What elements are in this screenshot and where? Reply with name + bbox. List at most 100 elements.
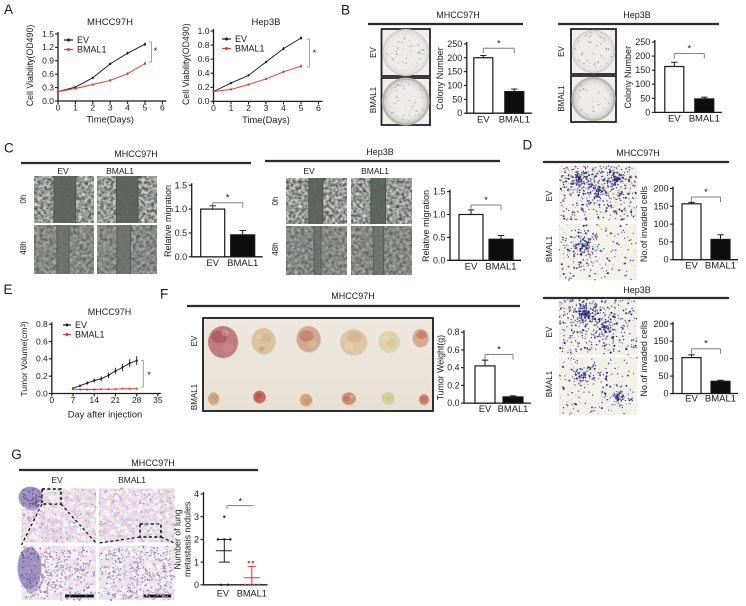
svg-text:D: D (523, 138, 533, 153)
svg-text:14: 14 (90, 395, 100, 405)
svg-text:BMAL1: BMAL1 (545, 235, 554, 262)
svg-text:21: 21 (111, 395, 121, 405)
svg-text:Cell Viability(OD490): Cell Viability(OD490) (25, 25, 35, 107)
svg-text:1.0: 1.0 (198, 26, 210, 36)
svg-text:1.0: 1.0 (175, 204, 188, 214)
svg-text:BMAL1: BMAL1 (369, 86, 378, 113)
svg-text:0.6: 0.6 (447, 345, 459, 355)
svg-text:28: 28 (132, 395, 142, 405)
svg-text:*: * (704, 339, 708, 350)
svg-text:0: 0 (194, 580, 199, 590)
svg-text:*: * (484, 195, 488, 206)
svg-text:7: 7 (71, 395, 76, 405)
svg-text:50: 50 (658, 237, 668, 247)
svg-text:BMAL1: BMAL1 (689, 114, 720, 125)
svg-text:Time(Days): Time(Days) (242, 115, 290, 125)
svg-text:0.0: 0.0 (447, 398, 459, 408)
svg-text:MHCC97H: MHCC97H (114, 149, 158, 159)
svg-text:150: 150 (653, 201, 668, 211)
svg-text:Number of lung: Number of lung (173, 509, 183, 569)
svg-text:No.of invaded cells: No.of invaded cells (639, 320, 649, 397)
svg-text:BMAL1: BMAL1 (227, 258, 258, 269)
svg-text:E: E (4, 282, 13, 297)
svg-text:1.5: 1.5 (175, 180, 188, 190)
svg-text:EV: EV (206, 258, 219, 269)
svg-text:0.3: 0.3 (42, 82, 54, 92)
svg-text:*: * (497, 345, 501, 356)
svg-text:0.0: 0.0 (36, 388, 48, 398)
svg-text:4: 4 (125, 103, 130, 113)
svg-text:EV: EV (303, 166, 315, 176)
svg-text:0: 0 (211, 103, 216, 113)
svg-text:1.0: 1.0 (433, 210, 446, 220)
svg-text:48h: 48h (19, 241, 28, 254)
svg-text:BMAL1: BMAL1 (361, 166, 389, 176)
svg-text:0.6: 0.6 (36, 336, 48, 346)
svg-text:5: 5 (299, 103, 304, 113)
svg-text:0.2: 0.2 (198, 82, 210, 92)
svg-text:F: F (160, 287, 168, 302)
svg-text:EV: EV (57, 166, 69, 176)
svg-text:Hep3B: Hep3B (366, 147, 394, 157)
svg-text:BMAL1: BMAL1 (190, 383, 199, 410)
svg-text:0.2: 0.2 (36, 371, 48, 381)
svg-text:2: 2 (194, 535, 199, 545)
svg-text:6: 6 (160, 103, 165, 113)
svg-text:48h: 48h (271, 242, 280, 255)
svg-text:1.5: 1.5 (433, 187, 446, 197)
svg-text:Tumor Volume(cm3): Tumor Volume(cm3) (19, 321, 29, 396)
svg-text:0.8: 0.8 (447, 327, 459, 337)
svg-text:4: 4 (281, 103, 286, 113)
svg-text:100: 100 (635, 79, 650, 89)
svg-text:250: 250 (447, 39, 462, 49)
svg-text:0: 0 (663, 255, 668, 265)
svg-text:EV: EV (545, 326, 554, 337)
svg-text:BMAL1: BMAL1 (499, 115, 530, 126)
svg-text:Relative migration: Relative migration (163, 185, 173, 257)
svg-text:EV: EV (668, 114, 681, 125)
svg-text:2: 2 (90, 103, 95, 113)
svg-text:2: 2 (246, 103, 251, 113)
svg-text:*: * (704, 187, 708, 198)
svg-text:EV: EV (77, 35, 89, 45)
svg-text:BMAL1: BMAL1 (237, 589, 267, 599)
svg-text:BMAL1: BMAL1 (235, 44, 265, 54)
svg-text:3: 3 (194, 512, 199, 522)
svg-text:1: 1 (194, 557, 199, 567)
svg-text:Day after injection: Day after injection (68, 410, 142, 420)
svg-text:BMAL1: BMAL1 (77, 45, 107, 55)
svg-text:0: 0 (49, 395, 54, 405)
svg-text:200: 200 (447, 53, 462, 63)
svg-text:BMAL1: BMAL1 (545, 370, 554, 397)
svg-text:150: 150 (635, 65, 650, 75)
svg-text:Hep3B: Hep3B (623, 10, 651, 20)
svg-text:0: 0 (56, 103, 61, 113)
svg-text:0: 0 (457, 108, 462, 118)
svg-text:0: 0 (663, 389, 668, 399)
svg-text:150: 150 (653, 336, 668, 346)
svg-text:Hep3B: Hep3B (623, 285, 651, 295)
svg-text:EV: EV (235, 34, 247, 44)
svg-text:200: 200 (635, 51, 650, 61)
svg-text:0.8: 0.8 (36, 319, 48, 329)
svg-text:EV: EV (369, 47, 378, 58)
svg-text:100: 100 (653, 219, 668, 229)
svg-text:MHCC97H: MHCC97H (131, 458, 175, 468)
svg-text:BMAL1: BMAL1 (118, 475, 146, 485)
svg-text:0.4: 0.4 (447, 363, 459, 373)
svg-text:Tumor Weight(g): Tumor Weight(g) (436, 335, 446, 401)
svg-text:0.8: 0.8 (198, 40, 210, 50)
svg-text:G: G (11, 447, 22, 462)
svg-text:BMAL1: BMAL1 (498, 403, 529, 414)
svg-text:1.5: 1.5 (42, 29, 54, 39)
svg-text:BMAL1: BMAL1 (485, 262, 516, 273)
svg-text:100: 100 (653, 354, 668, 364)
svg-text:metastasis nodules: metastasis nodules (183, 501, 193, 577)
svg-text:100: 100 (447, 80, 462, 90)
svg-text:MHCC97H: MHCC97H (88, 307, 132, 317)
svg-text:0.0: 0.0 (175, 252, 188, 262)
svg-text:Colony Number: Colony Number (623, 46, 633, 109)
svg-text:1: 1 (73, 103, 78, 113)
svg-text:No.of invaded cells: No.of invaded cells (639, 186, 649, 263)
svg-text:Cell Viability(OD490): Cell Viability(OD490) (181, 23, 191, 105)
